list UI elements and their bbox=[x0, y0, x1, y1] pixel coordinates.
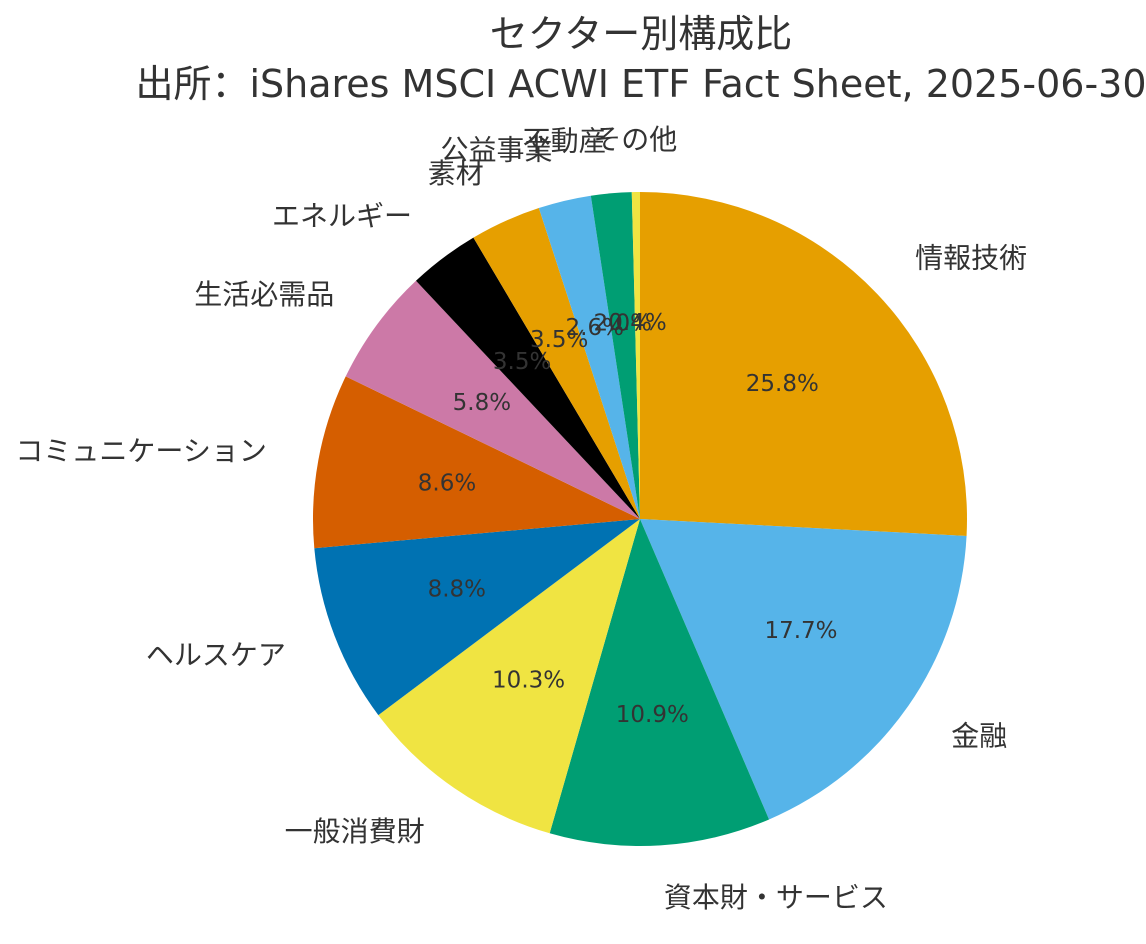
pie-slice-3 bbox=[549, 519, 770, 847]
pie-category-label-7: 生活必需品 bbox=[194, 278, 334, 311]
pie-category-label-9: 素材 bbox=[428, 157, 484, 190]
pie-category-label-1: 情報技術 bbox=[915, 241, 1027, 274]
pie-pct-label-10: 2.6% bbox=[566, 315, 624, 341]
pie-category-label-2: 金融 bbox=[951, 719, 1007, 752]
pie-category-label-11: 不動産 bbox=[523, 125, 607, 158]
pie-category-label-10: 公益事業 bbox=[441, 133, 553, 166]
pie-pct-label-2: 17.7% bbox=[764, 618, 837, 644]
pie-pct-label-4: 10.3% bbox=[492, 668, 565, 694]
pie-pct-label-1: 25.8% bbox=[746, 371, 819, 397]
pie-pct-label-6: 8.6% bbox=[418, 471, 476, 497]
pie-category-label-5: ヘルスケア bbox=[146, 638, 286, 671]
pie-labels: 25.8% 情報技術 17.7% 金融 10.9% 資本財・サービス 10.3% 一般消費財 8… bbox=[15, 123, 1027, 914]
pie-category-label-12: その他 bbox=[593, 123, 677, 156]
pie-slices bbox=[312, 191, 968, 847]
chart-subtitle: 出所：iShares MSCI ACWI ETF Fact Sheet, 202… bbox=[135, 62, 1146, 106]
pie-pct-label-7: 5.8% bbox=[453, 390, 511, 416]
pie-pct-label-3: 10.9% bbox=[616, 702, 689, 728]
chart-title: セクター別構成比 bbox=[489, 12, 793, 56]
pie-category-label-3: 資本財・サービス bbox=[664, 881, 888, 914]
pie-category-label-4: 一般消費財 bbox=[285, 815, 425, 848]
pie-slice-5 bbox=[314, 519, 640, 716]
pie-category-label-8: エネルギー bbox=[272, 199, 412, 232]
pie-slice-7 bbox=[345, 280, 640, 519]
pie-slice-1 bbox=[640, 192, 968, 536]
pie-pct-label-9: 3.5% bbox=[530, 327, 588, 353]
pie-slice-4 bbox=[378, 519, 640, 834]
pie-pct-label-5: 8.8% bbox=[428, 576, 486, 602]
pie-pct-label-12: 0.4% bbox=[608, 310, 666, 336]
pie-pct-label-8: 3.5% bbox=[493, 349, 551, 375]
pie-slice-6 bbox=[312, 376, 640, 549]
pie-slice-10 bbox=[538, 195, 640, 519]
pie-slice-9 bbox=[473, 208, 640, 520]
pie-slice-8 bbox=[415, 237, 640, 519]
pie-pct-label-11: 2.0% bbox=[594, 311, 652, 337]
pie-slice-11 bbox=[590, 192, 640, 519]
pie-slice-12 bbox=[631, 191, 640, 519]
pie-slice-2 bbox=[640, 519, 967, 820]
pie-category-label-6: コミュニケーション bbox=[15, 434, 266, 467]
